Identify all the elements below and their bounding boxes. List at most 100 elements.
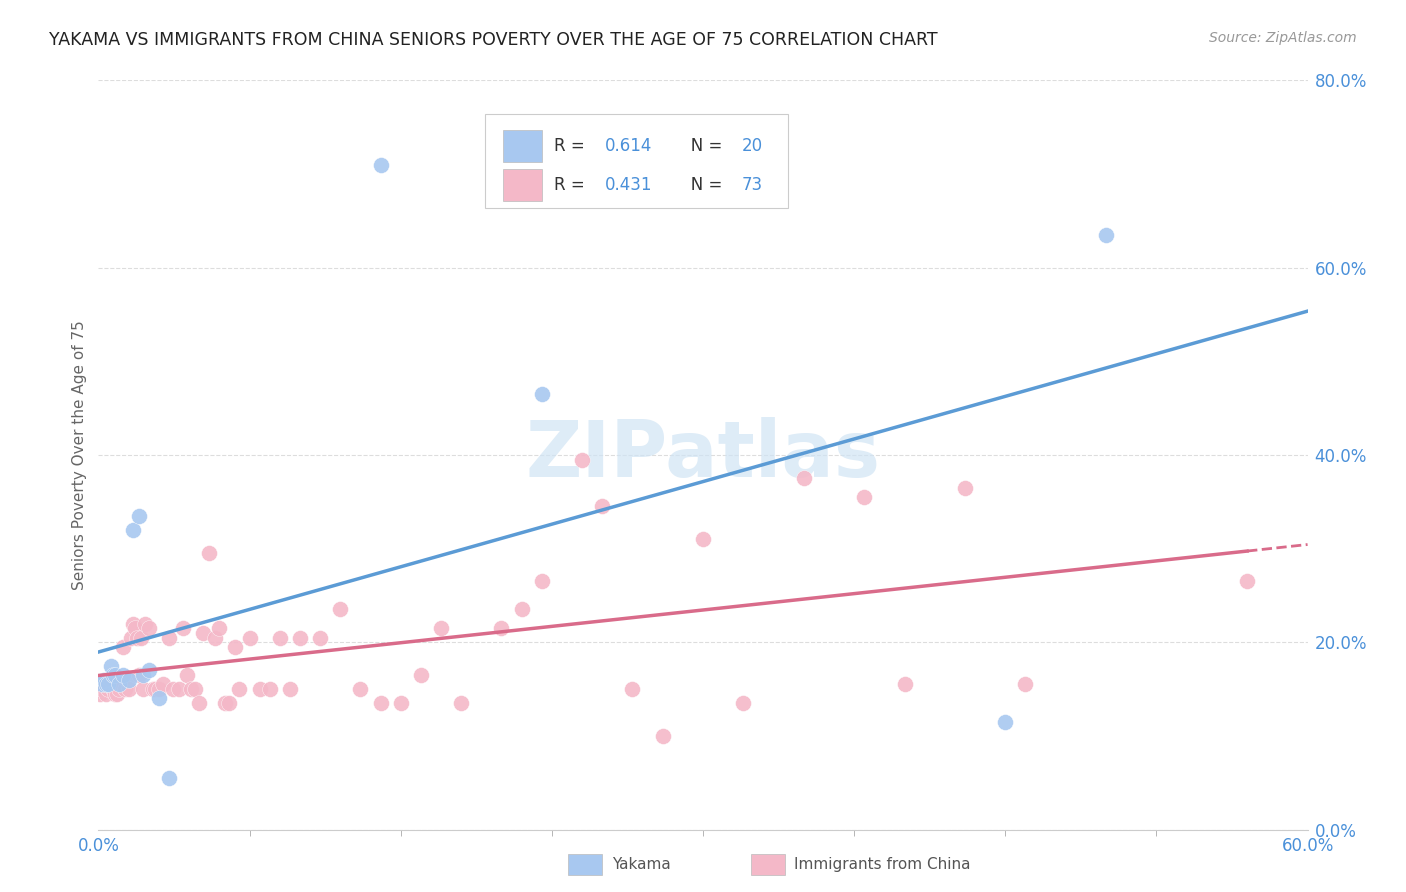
Point [651,729,673,743]
Y-axis label: Seniors Poverty Over the Age of 75: Seniors Poverty Over the Age of 75 [72,320,87,590]
Point [180,682,202,697]
Text: Yakama: Yakama [612,857,671,871]
Point [430,621,453,635]
Point [228,682,250,697]
Text: R =: R = [554,137,591,155]
Point [994,714,1017,729]
FancyBboxPatch shape [503,169,543,201]
Point [953,481,976,495]
Point [510,602,533,616]
Text: Source: ZipAtlas.com: Source: ZipAtlas.com [1209,31,1357,45]
Point [893,677,915,691]
Point [224,640,246,654]
Point [198,546,221,560]
Point [125,631,148,645]
Point [278,682,301,697]
Point [97,677,120,691]
Point [132,682,155,697]
Point [107,677,129,691]
Point [138,664,160,678]
Point [101,682,124,697]
Point [91,682,114,697]
Text: R =: R = [554,177,591,194]
Point [111,668,134,682]
Point [124,621,146,635]
Point [115,673,138,687]
Point [121,616,143,631]
Text: 0.431: 0.431 [605,177,652,194]
Point [100,673,122,687]
Point [692,532,714,546]
Point [118,673,141,687]
Point [103,668,125,682]
Point [143,682,166,697]
Point [148,682,170,697]
Point [134,616,156,631]
Point [249,682,271,697]
Point [184,682,207,697]
Point [93,673,115,687]
Point [621,682,644,697]
Point [91,677,114,691]
Point [148,691,170,706]
FancyBboxPatch shape [485,114,787,208]
Text: YAKAMA VS IMMIGRANTS FROM CHINA SENIORS POVERTY OVER THE AGE OF 75 CORRELATION C: YAKAMA VS IMMIGRANTS FROM CHINA SENIORS … [49,31,938,49]
Text: 0.614: 0.614 [605,137,652,155]
Text: 20: 20 [742,137,763,155]
Point [111,640,134,654]
Point [120,631,142,645]
Point [142,682,165,697]
Point [389,696,412,710]
Point [309,631,332,645]
Text: N =: N = [675,177,728,194]
FancyBboxPatch shape [503,130,543,162]
Point [1095,227,1118,242]
Point [208,621,231,635]
Point [138,621,160,635]
Point [1014,677,1036,691]
Point [370,696,392,710]
Point [101,668,124,682]
Point [1236,574,1258,589]
Point [349,682,371,697]
Point [100,658,122,673]
Point [107,682,129,697]
Point [162,682,184,697]
Point [96,687,118,701]
Text: ZIPatlas: ZIPatlas [526,417,880,493]
Point [853,490,876,504]
Point [193,626,215,640]
Point [218,696,240,710]
Point [128,668,150,682]
Point [128,508,150,523]
Point [96,677,118,691]
Point [97,682,120,697]
Point [530,574,553,589]
Point [129,631,152,645]
Point [259,682,281,697]
Point [157,771,180,785]
Point [288,631,311,645]
Point [89,687,111,701]
Point [132,668,155,682]
Point [409,668,432,682]
Point [93,677,115,691]
Point [329,602,352,616]
Point [530,387,553,401]
Point [450,696,472,710]
Point [370,157,392,171]
Point [204,631,226,645]
Text: N =: N = [675,137,728,155]
Point [103,687,125,701]
Text: Immigrants from China: Immigrants from China [794,857,972,871]
Point [114,682,136,697]
Point [571,452,593,467]
Point [157,631,180,645]
Point [176,668,198,682]
Point [793,471,815,485]
Point [152,677,174,691]
Point [105,687,128,701]
Point [167,682,190,697]
Point [214,696,236,710]
Point [110,677,132,691]
